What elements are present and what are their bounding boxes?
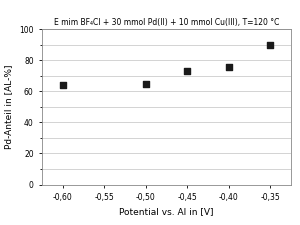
X-axis label: Potential vs. Al in [V]: Potential vs. Al in [V] [119,207,214,216]
Point [185,69,190,73]
Point [268,43,273,47]
Point [60,83,65,87]
Y-axis label: Pd-Anteil in [AL-%]: Pd-Anteil in [AL-%] [4,65,14,149]
Point [226,65,231,68]
Title: E mim BF₄Cl + 30 mmol Pd(II) + 10 mmol Cu(III), T=120 °C: E mim BF₄Cl + 30 mmol Pd(II) + 10 mmol C… [54,18,279,27]
Point [143,82,148,85]
